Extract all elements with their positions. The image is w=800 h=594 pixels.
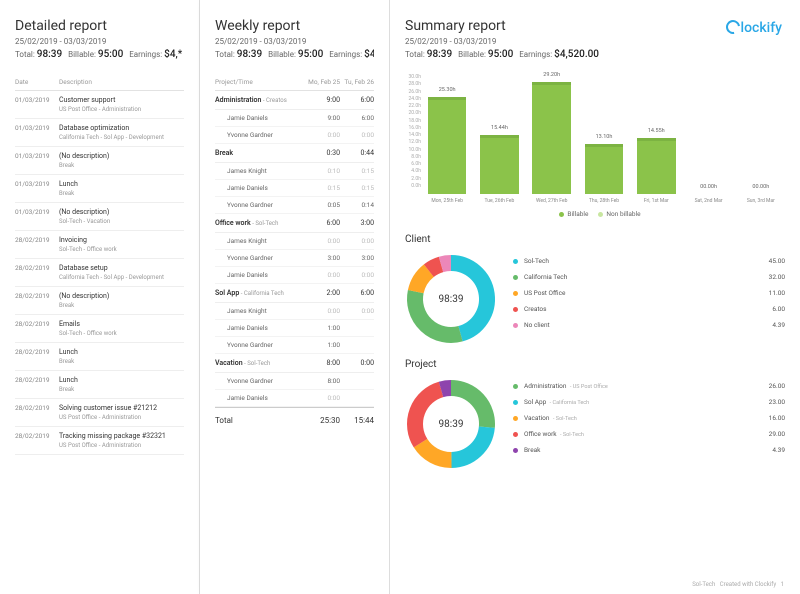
weekly-group-row: Administration - Creatos9:006:00 xyxy=(215,91,374,110)
weekly-item-row: Yvonne Gardner8:00 xyxy=(215,373,374,390)
legend-item: Break4.39 xyxy=(513,442,785,458)
legend-item: California Tech32.00 xyxy=(513,269,785,285)
table-row: 01/03/2019LunchBreak xyxy=(15,175,184,203)
chart-bar: 15.44hTue, 26th Feb xyxy=(475,135,523,204)
weekly-group-row: Vacation - Sol-Tech8:000:00 xyxy=(215,354,374,373)
table-row: 28/02/2019(No description)Break xyxy=(15,287,184,315)
table-row: 28/02/2019LunchBreak xyxy=(15,343,184,371)
table-row: 28/02/2019LunchBreak xyxy=(15,371,184,399)
weekly-item-row: James Knight0:100:15 xyxy=(215,163,374,180)
detailed-totals: Total: 98:39 Billable: 95:00 Earnings: $… xyxy=(15,49,184,60)
legend-item: Sol App - California Tech23.00 xyxy=(513,394,785,410)
table-row: 28/02/2019InvoicingSol-Tech - Office wor… xyxy=(15,231,184,259)
weekly-header-row: Project/Time Mo, Feb 25 Tu, Feb 26 xyxy=(215,74,374,91)
project-legend: Administration - US Post Office26.00Sol … xyxy=(513,378,785,470)
chart-bar: 25.30hMon, 25th Feb xyxy=(423,97,471,204)
clock-icon xyxy=(723,17,742,36)
summary-totals: Total: 98:39 Billable: 95:00 Earnings: $… xyxy=(405,49,785,60)
chart-bar: 00.00hSat, 2nd Mar xyxy=(684,194,732,204)
table-row: 01/03/2019(No description)Sol-Tech - Vac… xyxy=(15,203,184,231)
weekly-item-row: Yvonne Gardner0:000:00 xyxy=(215,127,374,144)
legend-item: Creatos6.00 xyxy=(513,301,785,317)
client-donut-block: 98:39 Sol-Tech45.00California Tech32.00U… xyxy=(405,253,785,345)
summary-daterange: 25/02/2019 - 03/03/2019 xyxy=(405,37,785,46)
detailed-daterange: 25/02/2019 - 03/03/2019 xyxy=(15,37,184,46)
table-row: 28/02/2019Database setupCalifornia Tech … xyxy=(15,259,184,287)
table-row: 01/03/2019Database optimizationCaliforni… xyxy=(15,119,184,147)
weekly-item-row: James Knight0:000:00 xyxy=(215,233,374,250)
detailed-title: Detailed report xyxy=(15,18,184,34)
chart-legend: BillableNon billable xyxy=(405,210,785,218)
weekly-group-row: Sol App - California Tech2:006:00 xyxy=(215,284,374,303)
page-footer: Sol-Tech Created with Clockify 1 xyxy=(692,581,784,588)
client-donut-chart: 98:39 xyxy=(405,253,497,345)
detailed-header-row: Date Description xyxy=(15,74,184,91)
legend-item: US Post Office11.00 xyxy=(513,285,785,301)
detailed-report-panel: Detailed report 25/02/2019 - 03/03/2019 … xyxy=(0,0,200,594)
legend-item: Office work - Sol-Tech29.00 xyxy=(513,426,785,442)
weekly-item-row: Yvonne Gardner0:050:14 xyxy=(215,197,374,214)
chart-bar: 13.10hThu, 28th Feb xyxy=(580,144,628,204)
project-donut-chart: 98:39 xyxy=(405,378,497,470)
client-legend: Sol-Tech45.00California Tech32.00US Post… xyxy=(513,253,785,345)
weekly-item-row: Jamie Daniels9:006:00 xyxy=(215,110,374,127)
project-donut-block: 98:39 Administration - US Post Office26.… xyxy=(405,378,785,470)
weekly-total-row: Total 25:30 15:44 xyxy=(215,407,374,433)
summary-report-panel: Summary report 25/02/2019 - 03/03/2019 T… xyxy=(390,0,800,594)
legend-item: Administration - US Post Office26.00 xyxy=(513,378,785,394)
table-row: 01/03/2019(No description)Break xyxy=(15,147,184,175)
table-row: 28/02/2019Tracking missing package #3232… xyxy=(15,427,184,455)
table-row: 28/02/2019EmailsSol-Tech - Office work xyxy=(15,315,184,343)
project-section-title: Project xyxy=(405,359,785,370)
weekly-item-row: Jamie Daniels0:150:15 xyxy=(215,180,374,197)
weekly-title: Weekly report xyxy=(215,18,374,34)
weekly-group-row: Office work - Sol-Tech6:003:00 xyxy=(215,214,374,233)
summary-bar-chart: 30.0h28.0h26.0h24.0h22.0h20.0h18.0h16.0h… xyxy=(405,74,785,204)
legend-item: Sol-Tech45.00 xyxy=(513,253,785,269)
weekly-item-row: Jamie Daniels1:00 xyxy=(215,320,374,337)
table-row: 01/03/2019Customer supportUS Post Office… xyxy=(15,91,184,119)
brand-logo: lockify xyxy=(726,20,783,36)
chart-bar: 00.00hSun, 3rd Mar xyxy=(737,194,785,204)
weekly-item-row: Jamie Daniels0:00 xyxy=(215,390,374,407)
weekly-item-row: James Knight0:000:00 xyxy=(215,303,374,320)
weekly-totals: Total: 98:39 Billable: 95:00 Earnings: $… xyxy=(215,49,374,60)
table-row: 28/02/2019Solving customer issue #21212U… xyxy=(15,399,184,427)
weekly-group-row: Break0:300:44 xyxy=(215,144,374,163)
chart-bar: 29.20hWed, 27th Feb xyxy=(528,82,576,204)
weekly-item-row: Yvonne Gardner1:00 xyxy=(215,337,374,354)
weekly-item-row: Yvonne Gardner3:003:00 xyxy=(215,250,374,267)
weekly-daterange: 25/02/2019 - 03/03/2019 xyxy=(215,37,374,46)
weekly-item-row: Jamie Daniels0:000:00 xyxy=(215,267,374,284)
chart-bar: 14.55hFri, 1st Mar xyxy=(632,138,680,204)
legend-item: Vacation - Sol-Tech16.00 xyxy=(513,410,785,426)
weekly-report-panel: Weekly report 25/02/2019 - 03/03/2019 To… xyxy=(200,0,390,594)
client-section-title: Client xyxy=(405,234,785,245)
legend-item: No client4.39 xyxy=(513,317,785,333)
